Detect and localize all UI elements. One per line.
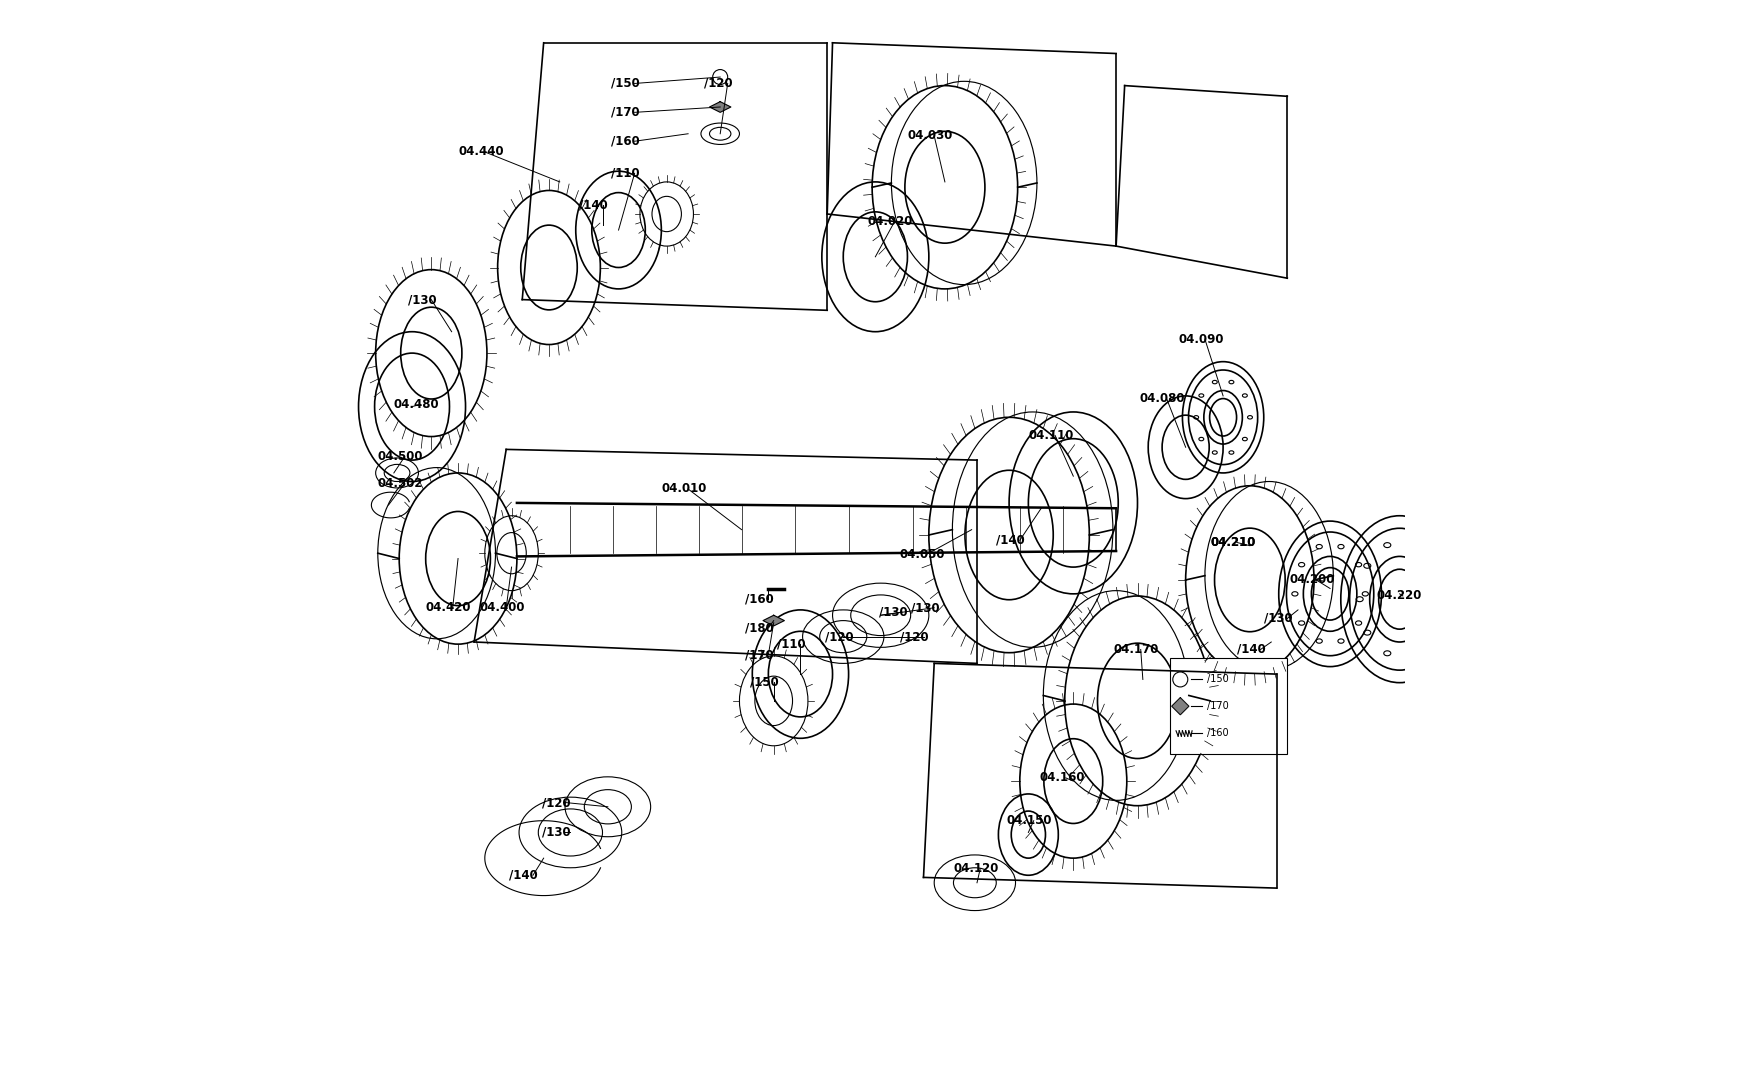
Text: /120: /120 [824, 630, 854, 643]
Text: /150: /150 [1207, 674, 1228, 685]
Text: 04.010: 04.010 [661, 483, 706, 495]
Text: /160: /160 [610, 135, 640, 148]
Text: 04.080: 04.080 [1139, 392, 1184, 404]
Text: /130: /130 [1263, 612, 1292, 625]
Text: 04.170: 04.170 [1113, 643, 1158, 656]
Text: /170: /170 [610, 106, 640, 119]
Text: /120: /120 [704, 77, 732, 90]
Text: 04.400: 04.400 [480, 601, 525, 614]
Polygon shape [763, 615, 784, 626]
Text: /180: /180 [744, 622, 774, 635]
Text: 04.210: 04.210 [1210, 536, 1256, 549]
Text: 04.500: 04.500 [377, 450, 423, 463]
Text: /160: /160 [744, 593, 774, 606]
Text: /170: /170 [1207, 701, 1228, 712]
Text: 04.440: 04.440 [457, 146, 503, 158]
Text: 04.030: 04.030 [908, 129, 953, 142]
Text: /120: /120 [899, 630, 929, 643]
Text: 04.480: 04.480 [393, 398, 440, 411]
Text: 04.210: 04.210 [1210, 536, 1256, 549]
Text: 04.120: 04.120 [953, 862, 998, 875]
Text: /130: /130 [909, 601, 939, 614]
Bar [1169, 658, 1287, 754]
Text: 04.220: 04.220 [1376, 590, 1421, 602]
Text: 04.110: 04.110 [1028, 429, 1073, 442]
Text: 04.020: 04.020 [868, 215, 913, 228]
Polygon shape [1170, 698, 1188, 715]
Text: /150: /150 [750, 675, 779, 688]
Text: 04.200: 04.200 [1289, 574, 1334, 586]
Text: /130: /130 [878, 606, 906, 618]
Text: /140: /140 [1236, 643, 1264, 656]
Text: 04.160: 04.160 [1038, 771, 1083, 784]
Text: /140: /140 [510, 869, 537, 882]
Text: /110: /110 [777, 638, 805, 651]
Text: /110: /110 [610, 167, 640, 180]
Text: /170: /170 [744, 648, 774, 661]
Text: 04.502: 04.502 [377, 477, 423, 490]
Text: 04.090: 04.090 [1177, 333, 1223, 346]
Text: /160: /160 [1207, 728, 1228, 738]
Text: 04.050: 04.050 [899, 548, 944, 561]
Text: /130: /130 [541, 826, 570, 839]
Text: /120: /120 [541, 796, 570, 809]
Text: 04.150: 04.150 [1007, 814, 1052, 827]
Polygon shape [710, 102, 730, 112]
Text: /150: /150 [610, 77, 640, 90]
Text: /130: /130 [407, 293, 436, 306]
Text: /140: /140 [579, 199, 607, 212]
Text: 04.420: 04.420 [426, 601, 471, 614]
Text: /140: /140 [996, 534, 1024, 547]
